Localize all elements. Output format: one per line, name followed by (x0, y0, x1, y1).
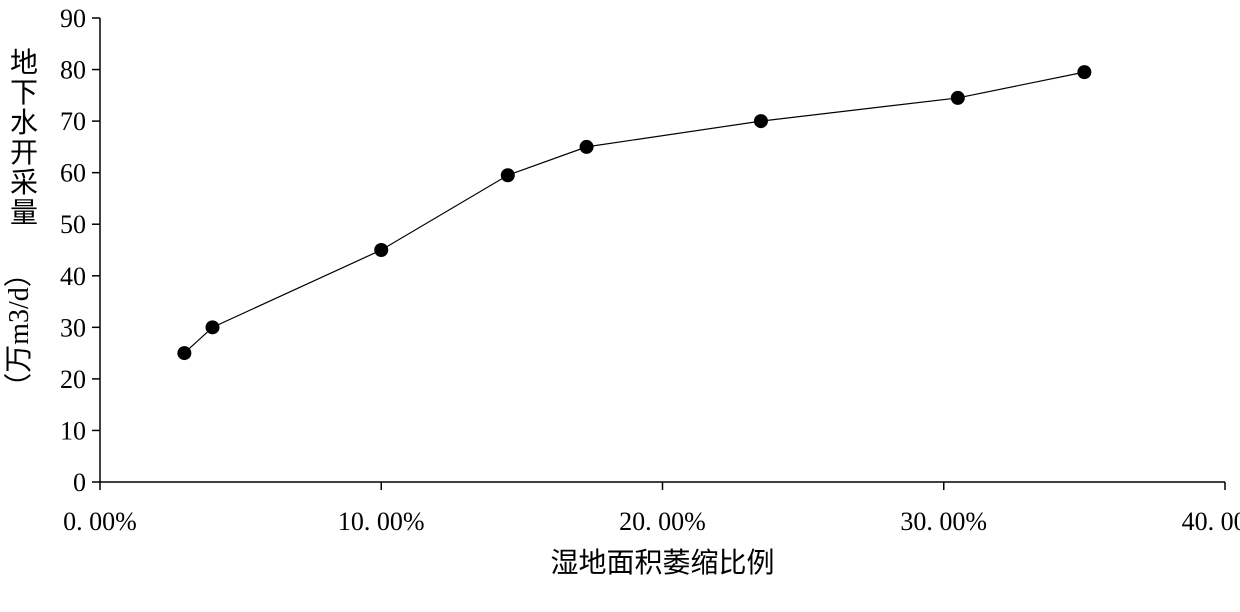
data-marker (1077, 65, 1091, 79)
x-tick-label: 40. 00% (1182, 507, 1240, 536)
x-axis-title: 湿地面积萎缩比例 (550, 547, 774, 579)
data-marker (951, 91, 965, 105)
y-tick-label: 80 (60, 56, 86, 85)
data-marker (374, 243, 388, 257)
chart-svg: 0 10 20 30 40 50 60 70 80 90 0. 00% 10. 00% 20. 00% 3… (0, 0, 1240, 612)
data-marker (206, 320, 220, 334)
x-tick-label: 10. 00% (338, 507, 425, 536)
y-tick-label: 20 (60, 365, 86, 394)
y-tick-label: 30 (60, 313, 86, 342)
data-marker (501, 168, 515, 182)
y-tick-label: 90 (60, 4, 86, 33)
y-axis-unit: （万m3/d） (3, 259, 35, 401)
y-axis-title: 地下水开采量 (10, 47, 38, 229)
y-tick-label: 40 (60, 262, 86, 291)
data-marker (177, 346, 191, 360)
chart-container: 0 10 20 30 40 50 60 70 80 90 0. 00% 10. 00% 20. 00% 3… (0, 0, 1240, 612)
data-line (184, 72, 1084, 353)
data-marker (754, 114, 768, 128)
y-tick-label: 60 (60, 159, 86, 188)
y-tick-label: 0 (73, 468, 86, 497)
data-marker (580, 140, 594, 154)
y-tick-label: 70 (60, 107, 86, 136)
x-tick-label: 30. 00% (900, 507, 987, 536)
y-tick-label: 10 (60, 416, 86, 445)
x-tick-label: 0. 00% (63, 507, 137, 536)
x-tick-label: 20. 00% (619, 507, 706, 536)
y-tick-label: 50 (60, 210, 86, 239)
